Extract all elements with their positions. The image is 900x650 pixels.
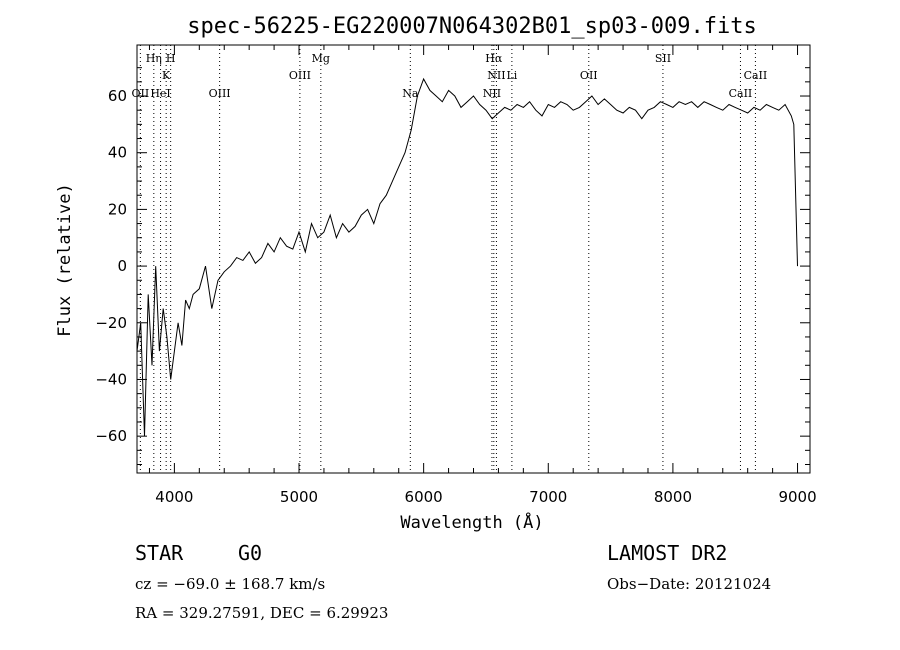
line-label-10: NII xyxy=(487,69,505,82)
x-tick-label: 9000 xyxy=(778,488,816,506)
chart-title: spec-56225-EG220007N064302B01_sp03-009.f… xyxy=(187,14,757,39)
coordinates: RA = 329.27591, DEC = 6.29923 xyxy=(135,604,389,622)
y-axis-label: Flux (relative) xyxy=(55,183,75,337)
y-tick-label: −60 xyxy=(95,427,127,445)
y-tick-label: 0 xyxy=(117,257,127,275)
line-label-8: Na xyxy=(402,87,419,100)
y-tick-label: 40 xyxy=(108,144,127,162)
redshift-text: cz = −69.0 ± 168.7 km/s xyxy=(135,575,326,593)
line-label-13: OII xyxy=(580,69,598,82)
line-label-9: Hα xyxy=(485,52,503,65)
object-class: STAR xyxy=(135,541,184,565)
line-label-7: Mg xyxy=(312,52,330,65)
line-label-11: NII xyxy=(483,87,501,100)
spectrum-series xyxy=(136,77,798,437)
line-label-0: Hη xyxy=(146,52,162,65)
spectrum-line-0 xyxy=(136,77,798,437)
y-axis: −60 −40 −20 0 20 40 60 xyxy=(95,67,810,465)
x-axis: 4000 5000 6000 7000 8000 9000 xyxy=(148,45,817,506)
line-label-3: OII xyxy=(132,87,150,100)
line-label-5: OIII xyxy=(209,87,231,100)
x-tick-label: 7000 xyxy=(529,488,567,506)
y-tick-label: −40 xyxy=(95,370,127,388)
survey-name: LAMOST DR2 xyxy=(607,541,728,565)
line-label-14: SII xyxy=(655,52,671,65)
plot-frame xyxy=(136,44,811,474)
line-label-1: H xyxy=(166,52,176,65)
x-tick-label: 6000 xyxy=(405,488,443,506)
x-tick-label: 4000 xyxy=(155,488,193,506)
line-label-6: OIII xyxy=(289,69,311,82)
obs-date: Obs−Date: 20121024 xyxy=(607,575,772,593)
x-tick-label: 5000 xyxy=(280,488,318,506)
y-tick-label: 20 xyxy=(108,200,127,218)
line-label-15: CaII xyxy=(744,69,768,82)
x-tick-label: 8000 xyxy=(654,488,692,506)
object-subclass: G0 xyxy=(238,541,263,565)
x-axis-label: Wavelength (Å) xyxy=(400,511,543,533)
line-label-16: CaII xyxy=(729,87,753,100)
line-label-2: K xyxy=(162,69,171,82)
line-label-12: Li xyxy=(506,69,517,82)
y-tick-label: −20 xyxy=(95,314,127,332)
line-label-4: HeI xyxy=(150,87,170,100)
y-tick-label: 60 xyxy=(108,87,127,105)
